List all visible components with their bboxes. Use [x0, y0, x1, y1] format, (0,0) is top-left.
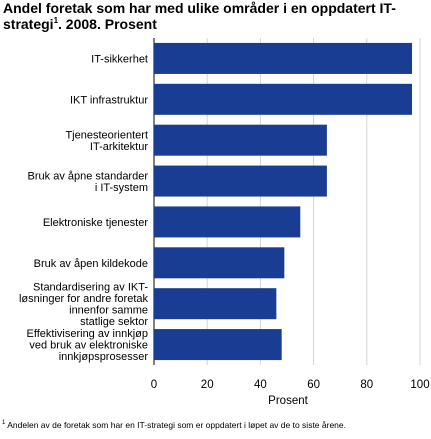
bar-layer [154, 42, 413, 361]
category-label-2: IKT infrastruktur [70, 94, 148, 106]
x-tick-label-20: 20 [201, 379, 214, 391]
footnote-marker: 1 [2, 420, 6, 426]
bar-6 [154, 247, 285, 279]
bar-2 [154, 83, 413, 115]
x-tick-label-60: 60 [307, 379, 320, 391]
chart-title-suffix: . 2008. Prosent [58, 16, 157, 32]
category-label-4: Bruk av åpne standarder i IT-system [28, 170, 149, 194]
category-label-6: Bruk av åpen kildekode [34, 258, 148, 270]
category-label-1: IT-sikkerhet [91, 53, 148, 65]
category-label-7: Standardisering av IKT-løsninger for and… [19, 281, 149, 328]
category-label-layer: IT-sikkerhet IKT infrastruktur Tjenesteori… [19, 53, 149, 363]
chart-title-text: Andel foretak som har med ulike områder … [3, 0, 396, 32]
x-tick-label-40: 40 [254, 379, 267, 391]
bar-3 [154, 124, 327, 156]
chart-title: Andel foretak som har med ulike områder … [3, 0, 423, 32]
x-tick-label-0: 0 [151, 379, 157, 391]
title-footnote-marker: 1 [53, 16, 59, 25]
bar-7 [154, 288, 277, 320]
bar-5 [154, 206, 301, 238]
x-axis-title: Prosent [268, 395, 308, 407]
bar-4 [154, 165, 327, 197]
bar-8 [154, 329, 282, 361]
tick-label-layer: 0 20 40 60 80 100 [151, 379, 430, 391]
category-label-3: Tjenesteorientert IT-arkitektur [65, 129, 148, 153]
footnote-text: Andelen av de foretak som har en IT-stra… [5, 420, 346, 430]
x-tick-label-100: 100 [410, 379, 429, 391]
category-label-5: Elektroniske tjenester [43, 217, 148, 229]
category-label-8: Effektivisering av innkjøp ved bruk av el… [27, 328, 149, 363]
footnote: 1 Andelen av de foretak som har en IT-st… [2, 420, 430, 431]
bar-1 [154, 42, 413, 74]
x-tick-label-80: 80 [360, 379, 373, 391]
